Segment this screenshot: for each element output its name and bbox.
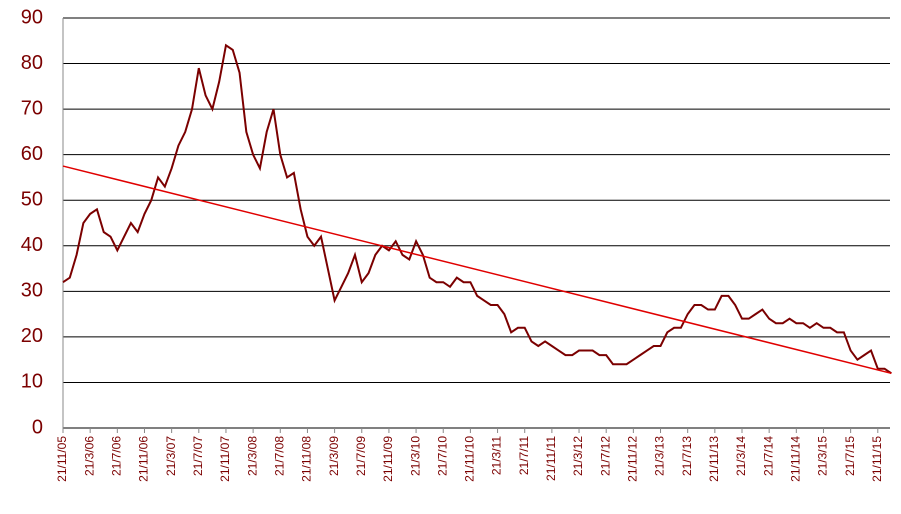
x-tick-label: 21/7/10 bbox=[435, 436, 449, 476]
x-tick-label: 21/7/11 bbox=[517, 436, 531, 475]
x-tick-label: 21/11/09 bbox=[381, 436, 395, 482]
x-tick-label: 21/7/14 bbox=[761, 436, 775, 476]
x-tick-label: 21/11/14 bbox=[788, 436, 802, 482]
y-tick-label: 40 bbox=[21, 234, 43, 256]
x-tick-label: 21/7/06 bbox=[109, 436, 123, 476]
x-tick-label: 21/3/10 bbox=[408, 436, 422, 476]
x-tick-label: 21/7/09 bbox=[354, 436, 368, 476]
y-tick-label: 90 bbox=[21, 6, 43, 28]
data-line bbox=[62, 165, 892, 375]
y-tick-label: 60 bbox=[21, 143, 43, 165]
y-tick-label: 30 bbox=[21, 280, 43, 302]
x-tick-label: 21/11/13 bbox=[707, 436, 721, 482]
x-tick-label: 21/11/07 bbox=[218, 436, 232, 482]
x-tick-label: 21/7/12 bbox=[598, 436, 612, 476]
x-tick-label: 21/7/13 bbox=[680, 436, 694, 476]
x-tick-label: 21/7/07 bbox=[191, 436, 205, 476]
x-tick-label: 21/7/15 bbox=[843, 436, 857, 476]
x-tick-label: 21/11/06 bbox=[137, 436, 151, 482]
y-tick-label: 20 bbox=[21, 325, 43, 347]
x-tick-label: 21/3/12 bbox=[571, 436, 585, 476]
x-tick-label: 21/3/09 bbox=[327, 436, 341, 476]
x-tick-label: 21/3/07 bbox=[164, 436, 178, 476]
x-tick-label: 21/11/10 bbox=[463, 436, 477, 482]
x-tick-label: 21/11/12 bbox=[626, 436, 640, 482]
y-tick-label: 0 bbox=[32, 416, 43, 438]
y-tick-label: 80 bbox=[21, 52, 43, 74]
x-tick-label: 21/11/08 bbox=[300, 436, 314, 482]
x-tick-label: 21/11/11 bbox=[544, 436, 558, 481]
y-tick-label: 50 bbox=[21, 189, 43, 211]
x-tick-label: 21/11/15 bbox=[870, 436, 884, 482]
x-tick-label: 21/3/08 bbox=[245, 436, 259, 476]
x-tick-label: 21/3/06 bbox=[82, 436, 96, 476]
x-tick-label: 21/3/15 bbox=[816, 436, 830, 476]
x-tick-label: 21/3/14 bbox=[734, 436, 748, 476]
x-tick-label: 21/3/11 bbox=[490, 436, 504, 475]
x-tick-label: 21/3/13 bbox=[653, 436, 667, 476]
y-tick-label: 70 bbox=[21, 97, 43, 119]
y-tick-label: 10 bbox=[21, 371, 43, 393]
x-tick-label: 21/11/05 bbox=[55, 436, 69, 482]
data-line bbox=[62, 43, 892, 375]
x-tick-label: 21/7/08 bbox=[272, 436, 286, 476]
